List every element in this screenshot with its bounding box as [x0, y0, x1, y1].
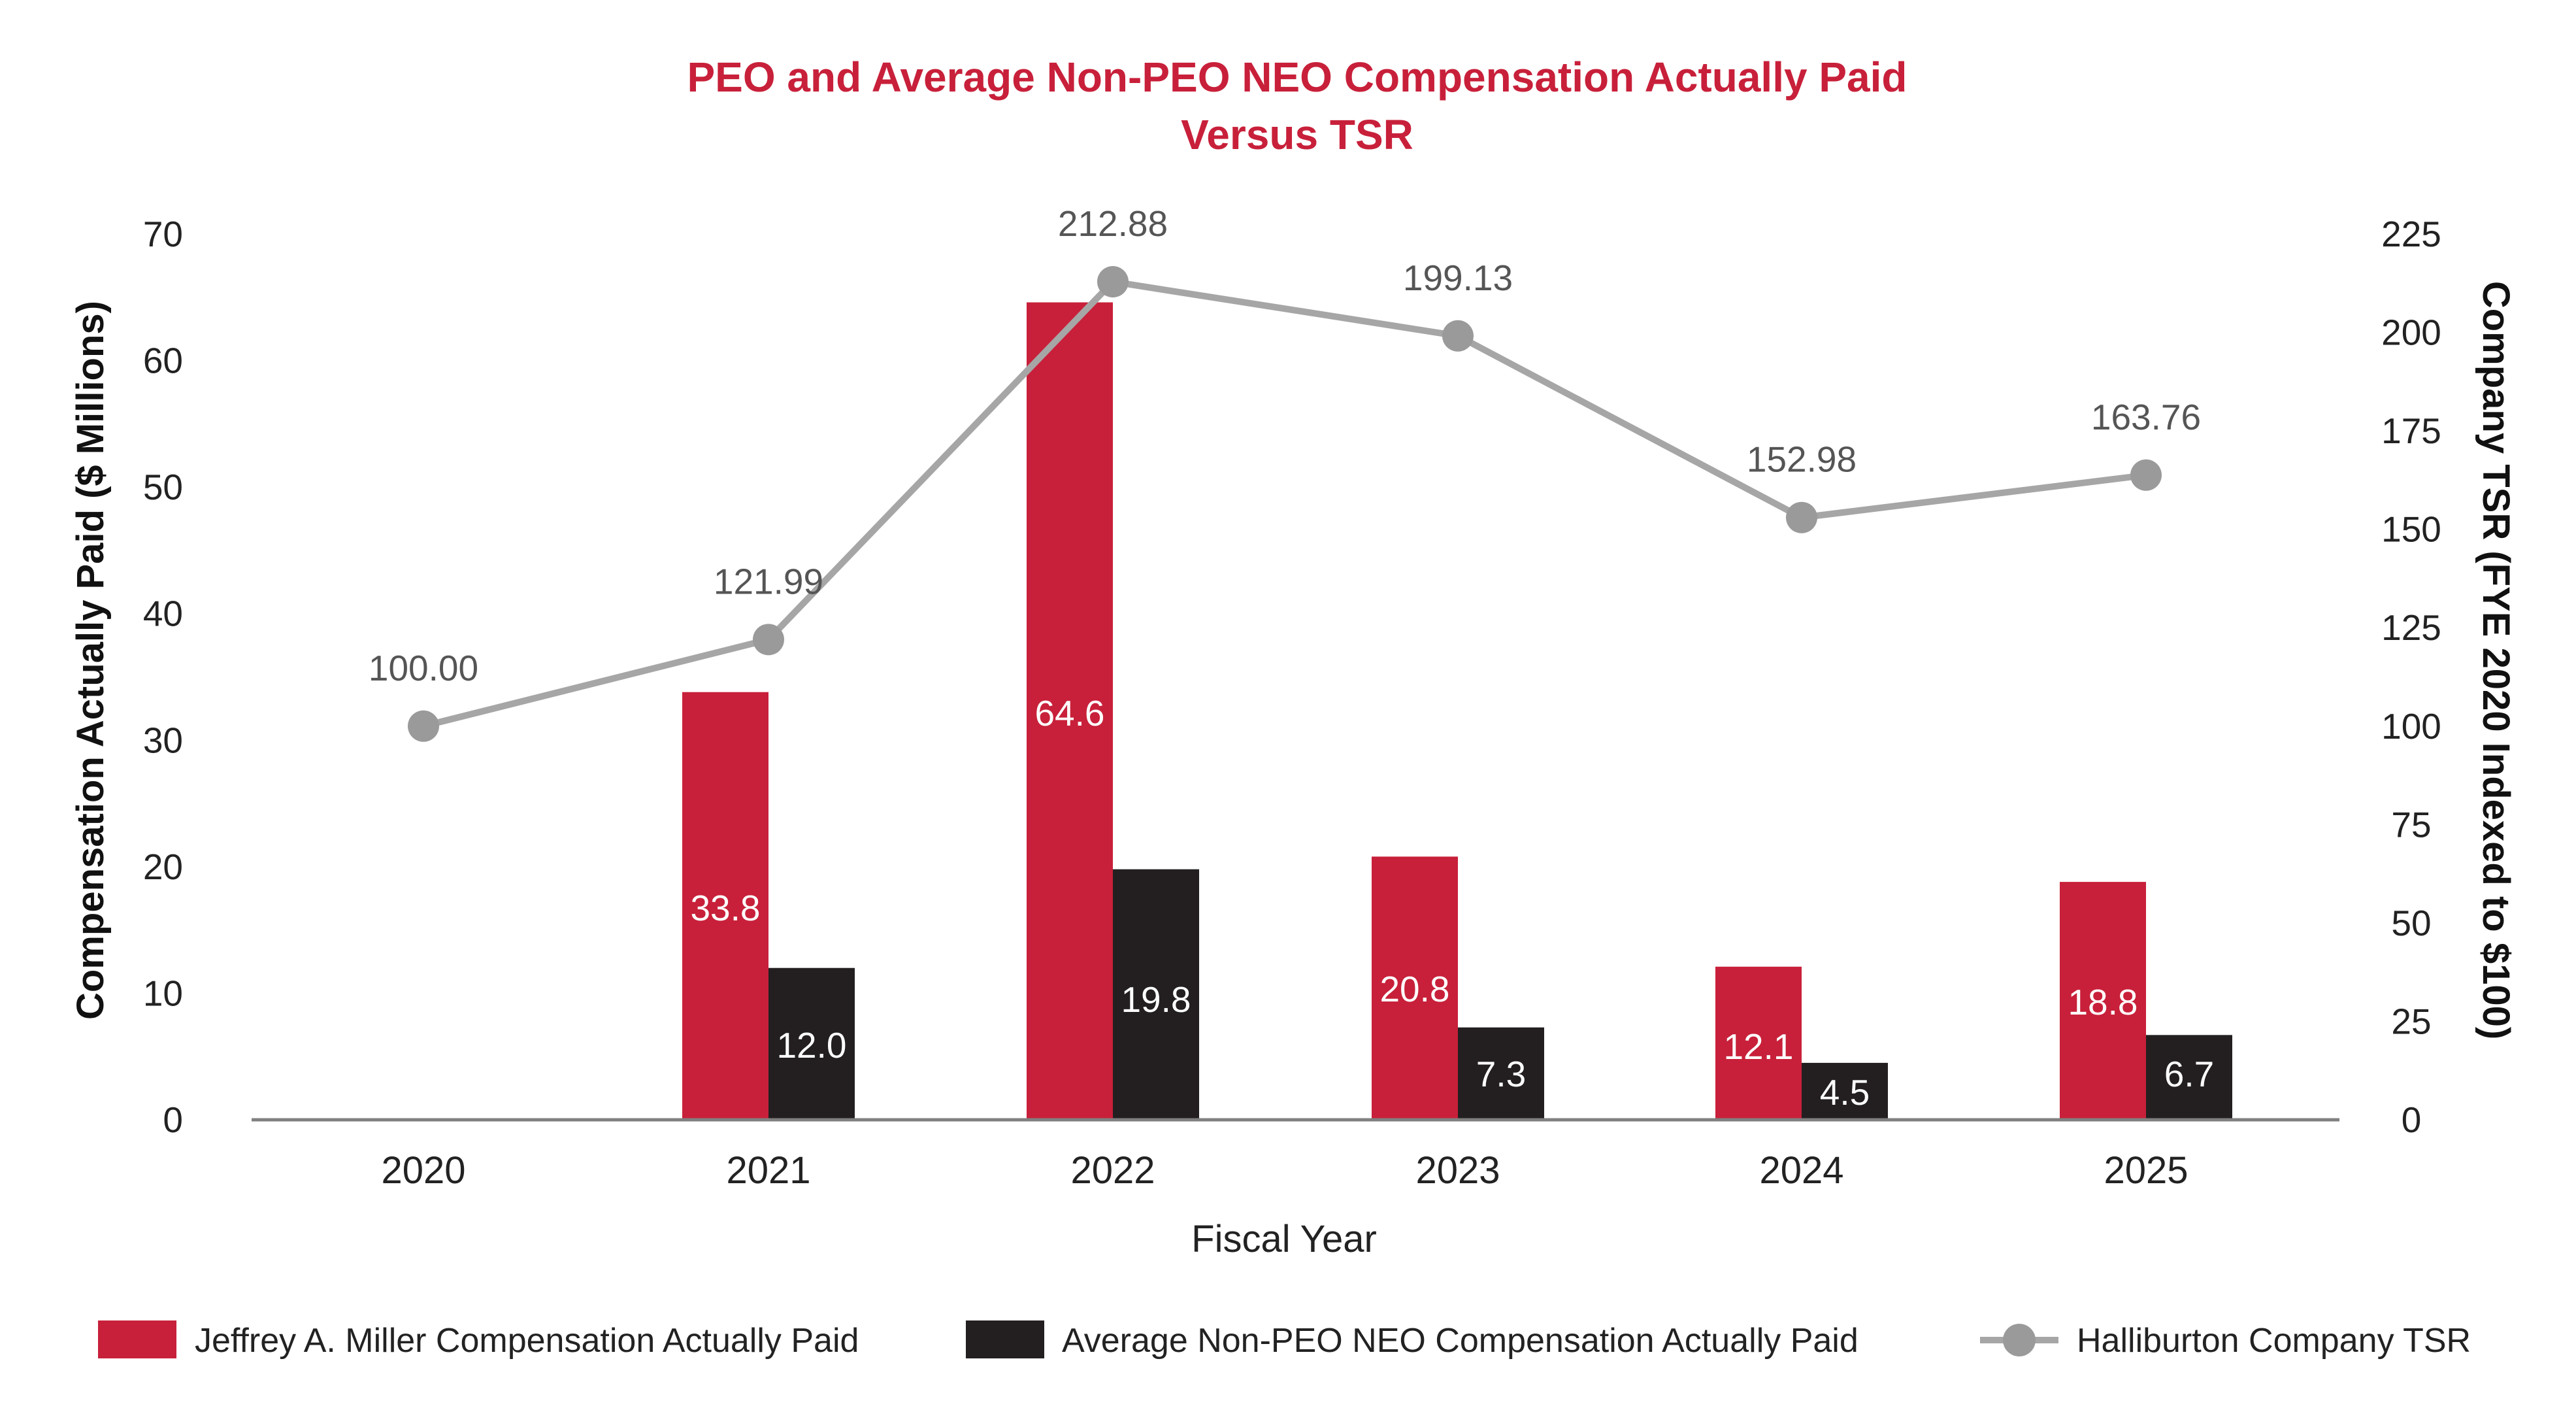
x-category-2020: 2020 [381, 1149, 465, 1192]
y-tick-label-1: 10 [143, 973, 183, 1013]
y2-tick-label-2: 50 [2391, 903, 2431, 943]
tsr-point-2024 [1786, 501, 1817, 533]
bar-peo-label-2025: 18.8 [2068, 982, 2138, 1022]
y2-tick-label-5: 125 [2381, 607, 2441, 648]
bar-neo-label-2023: 7.3 [1476, 1054, 1526, 1094]
tsr-point-2023 [1442, 320, 1474, 352]
bar-peo-2025 [2060, 882, 2146, 1120]
tsr-point-2020 [408, 710, 439, 742]
bar-peo-2023 [1372, 856, 1458, 1120]
tsr-label-2021: 121.99 [714, 561, 823, 601]
y-tick-label-0: 0 [163, 1100, 183, 1140]
y2-tick-label-8: 200 [2381, 312, 2441, 353]
tsr-label-2020: 100.00 [369, 648, 478, 688]
bar-neo-2022 [1113, 869, 1199, 1120]
tsr-point-2025 [2130, 459, 2162, 491]
bar-peo-2024 [1715, 966, 1802, 1120]
bar-peo-label-2024: 12.1 [1723, 1026, 1793, 1067]
bar-neo-2021 [768, 967, 855, 1120]
bar-peo-label-2021: 33.8 [690, 888, 760, 928]
tsr-label-2023: 199.13 [1403, 258, 1513, 298]
y-tick-label-6: 60 [143, 341, 183, 381]
bar-peo-2022 [1027, 302, 1113, 1120]
tsr-point-2022 [1097, 265, 1129, 297]
y-axis-title: Compensation Actually Paid ($ Millions) [69, 301, 112, 1020]
y2-tick-label-4: 100 [2381, 706, 2441, 747]
x-category-2022: 2022 [1070, 1149, 1155, 1192]
tsr-label-2022: 212.88 [1058, 203, 1168, 244]
x-category-2021: 2021 [726, 1149, 810, 1192]
bar-neo-2025 [2146, 1035, 2232, 1120]
y-tick-label-3: 30 [143, 720, 183, 760]
x-category-2024: 2024 [1759, 1149, 1843, 1192]
y-tick-label-2: 20 [143, 847, 183, 887]
bars-group: 33.8 12.0 64.6 19.8 20.8 7.3 12.1 4.5 18.8 6.7 [682, 302, 2232, 1120]
legend-swatch-tsr-marker [2003, 1324, 2036, 1356]
y-tick-label-4: 40 [143, 594, 183, 634]
x-category-2025: 2025 [2104, 1149, 2188, 1192]
y2-tick-label-0: 0 [2402, 1100, 2422, 1140]
y2-tick-label-3: 75 [2391, 804, 2431, 845]
tsr-label-2025: 163.76 [2091, 397, 2201, 437]
tsr-point-2021 [753, 624, 784, 656]
tsr-label-2024: 152.98 [1747, 439, 1857, 480]
legend-label-peo: Jeffrey A. Miller Compensation Actually … [195, 1322, 859, 1360]
legend-label-tsr: Halliburton Company TSR [2077, 1322, 2471, 1360]
y2-tick-label-1: 25 [2391, 1001, 2431, 1041]
tsr-line [422, 278, 2147, 730]
x-axis-title: Fiscal Year [1191, 1218, 1377, 1260]
legend: Jeffrey A. Miller Compensation Actually … [98, 1320, 2471, 1360]
bar-neo-label-2021: 12.0 [776, 1025, 846, 1066]
bar-neo-label-2024: 4.5 [1820, 1072, 1870, 1113]
bar-neo-2024 [1802, 1062, 1888, 1120]
y2-tick-label-6: 150 [2381, 509, 2441, 550]
chart-title-line2: Versus TSR [1181, 111, 1413, 158]
legend-swatch-neo [966, 1320, 1044, 1358]
y-tick-label-7: 70 [143, 214, 183, 254]
x-category-labels: 2020 2021 2022 2023 2024 2025 [381, 1149, 2188, 1192]
legend-swatch-peo [98, 1320, 176, 1358]
y2-tick-label-9: 225 [2381, 214, 2441, 254]
bar-peo-2021 [682, 692, 768, 1120]
right-axis-ticks: 0 25 50 75 100 125 150 175 200 225 [2381, 214, 2441, 1140]
bar-neo-2023 [1458, 1027, 1544, 1120]
x-category-2023: 2023 [1415, 1149, 1500, 1192]
left-axis-ticks: 0 10 20 30 40 50 60 70 [143, 214, 183, 1140]
y2-tick-label-7: 175 [2381, 411, 2441, 451]
y2-axis-title: Company TSR (FYE 2020 Indexed to $100) [2475, 281, 2517, 1039]
bar-neo-label-2022: 19.8 [1121, 979, 1191, 1020]
y-tick-label-5: 50 [143, 467, 183, 507]
legend-label-neo: Average Non-PEO NEO Compensation Actuall… [1062, 1322, 1858, 1360]
bar-peo-label-2023: 20.8 [1379, 969, 1449, 1009]
chart-title-line1: PEO and Average Non-PEO NEO Compensation… [687, 54, 1907, 101]
bar-peo-label-2022: 64.6 [1034, 693, 1104, 733]
tsr-line-group: 100.00 121.99 212.88 199.13 152.98 163.76 [369, 203, 2201, 742]
bar-neo-label-2025: 6.7 [2164, 1054, 2214, 1094]
